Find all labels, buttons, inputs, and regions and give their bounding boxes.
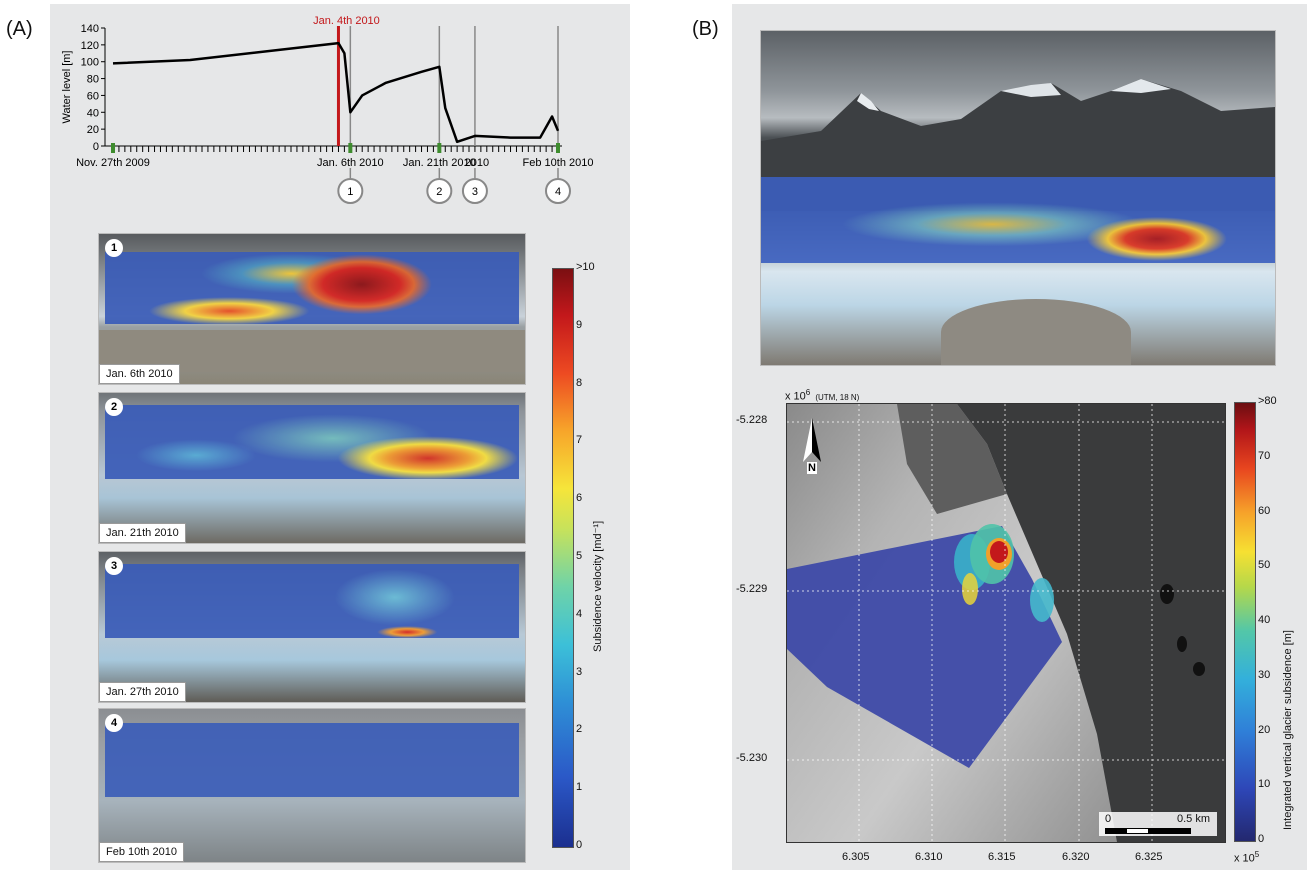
map-x-tick-label: 6.310	[915, 851, 943, 863]
colorbar-tick-label: 2	[576, 723, 583, 736]
water-level-chart: 0 20 40 60 80 100 120 140 Water level [m] Jan. 4t…	[61, 15, 594, 204]
map-x-tick-label: 6.315	[988, 851, 1016, 863]
colorbar-tick-label: 5	[576, 550, 583, 562]
photo-3: 3 Jan. 27th 2010	[98, 551, 526, 703]
event-annotation: Jan. 4th 2010	[313, 15, 380, 27]
photo-date: Jan. 27th 2010	[99, 682, 186, 702]
x-tick-label: Feb 10th 2010	[523, 157, 594, 169]
y-tick-label: 140	[81, 23, 99, 35]
photo-2: 2 Jan. 21th 2010	[98, 392, 526, 544]
y-tick-label: 40	[87, 107, 99, 119]
map-crs: (UTM, 18 N)	[815, 392, 860, 402]
colorbar-tick-label: 70	[1258, 449, 1271, 462]
date-marker	[437, 143, 442, 153]
map-y-exponent: 6	[805, 388, 811, 397]
photo-number-badge: 1	[105, 239, 123, 257]
y-tick-label: 0	[93, 141, 99, 153]
colorbar-tick-label: 0	[1258, 833, 1265, 845]
photo-4: 4 Feb 10th 2010	[98, 708, 526, 863]
x-tick-label: Nov. 27th 2009	[76, 157, 150, 169]
map-y-tick-label: -5.230	[736, 752, 768, 764]
photo-1: 1 Jan. 6th 2010	[98, 233, 526, 385]
water-level-line	[112, 41, 560, 144]
scale-bar: 0 0.5 km	[1099, 812, 1217, 836]
map-x-exponent: 5	[1254, 850, 1260, 859]
colorbar-b-title: Integrated vertical glacier subsidence […	[1282, 630, 1294, 830]
north-label: N	[807, 462, 817, 474]
colorbar-tick-label: 7	[576, 434, 583, 447]
displacement-overlay	[761, 177, 1275, 263]
photo-number-badge: 2	[105, 398, 123, 416]
marker-label: 2	[436, 186, 442, 198]
map-y-tick-label: -5.229	[736, 583, 768, 595]
date-marker	[111, 143, 115, 153]
y-tick-label: 100	[81, 57, 99, 69]
marker-label: 3	[472, 186, 478, 198]
colorbar-b	[1234, 402, 1256, 842]
marker-label: 1	[347, 186, 353, 198]
x-tick-label: Jan. 6th 2010	[317, 157, 384, 169]
map-y-multiplier: x 10	[785, 390, 806, 403]
colorbar-tick-label: 50	[1258, 559, 1271, 572]
photo-date: Feb 10th 2010	[99, 842, 184, 862]
marker-circle	[426, 178, 453, 204]
colorbar-tick-label: 3	[576, 665, 583, 678]
satellite-map: N 0 0.5 km	[786, 403, 1226, 843]
displacement-overlay	[105, 564, 519, 638]
y-axis-label: Water level [m]	[61, 51, 73, 124]
colorbar-tick-label: 6	[576, 492, 583, 505]
photo-date: Jan. 6th 2010	[99, 364, 180, 384]
marker-circle	[337, 178, 364, 204]
colorbar-tick-label: 4	[576, 607, 583, 620]
scale-bar-line	[1105, 828, 1191, 834]
x-tick-label: Jan. 21th 2010	[403, 157, 476, 169]
photo-number-badge: 4	[105, 714, 123, 732]
colorbar-tick-label: 30	[1258, 668, 1271, 681]
map-shapes	[787, 404, 1225, 842]
colorbar-tick-label: 0	[576, 839, 583, 851]
colorbar-tick-label: 20	[1258, 723, 1271, 736]
map-axes-label: x 106 (UTM, 18 N)	[785, 388, 859, 403]
colorbar-tick-label: 1	[576, 781, 583, 794]
colorbar-tick-label: 9	[576, 318, 583, 331]
y-tick-label: 80	[87, 74, 99, 86]
map-x-tick-label: 6.325	[1135, 851, 1163, 863]
map-x-multiplier-text: x 10	[1234, 852, 1255, 865]
y-tick-label: 20	[87, 124, 99, 136]
colorbar-a	[552, 268, 574, 848]
marker-label: 4	[555, 186, 561, 198]
date-marker	[556, 143, 560, 153]
colorbar-tick-label: >10	[576, 261, 595, 273]
x-tick-label-extra: 2010	[465, 157, 489, 169]
marker-circle	[461, 178, 488, 204]
scale-bar-end: 0.5 km	[1177, 813, 1211, 825]
colorbar-tick-label: 60	[1258, 504, 1271, 517]
map-x-tick-label: 6.320	[1062, 851, 1090, 863]
panel-b-letter: (B)	[692, 18, 719, 40]
displacement-overlay	[105, 252, 519, 324]
colorbar-tick-label: 8	[576, 376, 583, 389]
y-tick-label: 120	[81, 40, 99, 52]
map-x-tick-label: 6.305	[842, 851, 870, 863]
colorbar-a-title: Subsidence velocity [md⁻¹]	[592, 520, 604, 652]
photo-date: Jan. 21th 2010	[99, 523, 186, 543]
panel-a-letter: (A)	[6, 18, 33, 40]
date-marker	[348, 143, 353, 153]
colorbar-tick-label: 40	[1258, 614, 1271, 626]
north-arrow-icon: N	[801, 418, 823, 478]
colorbar-tick-label: 10	[1258, 778, 1271, 791]
y-tick-label: 60	[87, 90, 99, 102]
rock	[941, 299, 1131, 365]
map-y-tick-label: -5.228	[736, 414, 768, 426]
displacement-overlay	[105, 405, 519, 479]
map-x-multiplier: x 105	[1234, 850, 1259, 865]
displacement-overlay	[105, 723, 519, 797]
photo-number-badge: 3	[105, 557, 123, 575]
colorbar-tick-label: >80	[1258, 395, 1277, 407]
scale-bar-start: 0	[1105, 813, 1112, 825]
glacier-photo	[760, 30, 1276, 366]
marker-circle	[545, 178, 571, 204]
